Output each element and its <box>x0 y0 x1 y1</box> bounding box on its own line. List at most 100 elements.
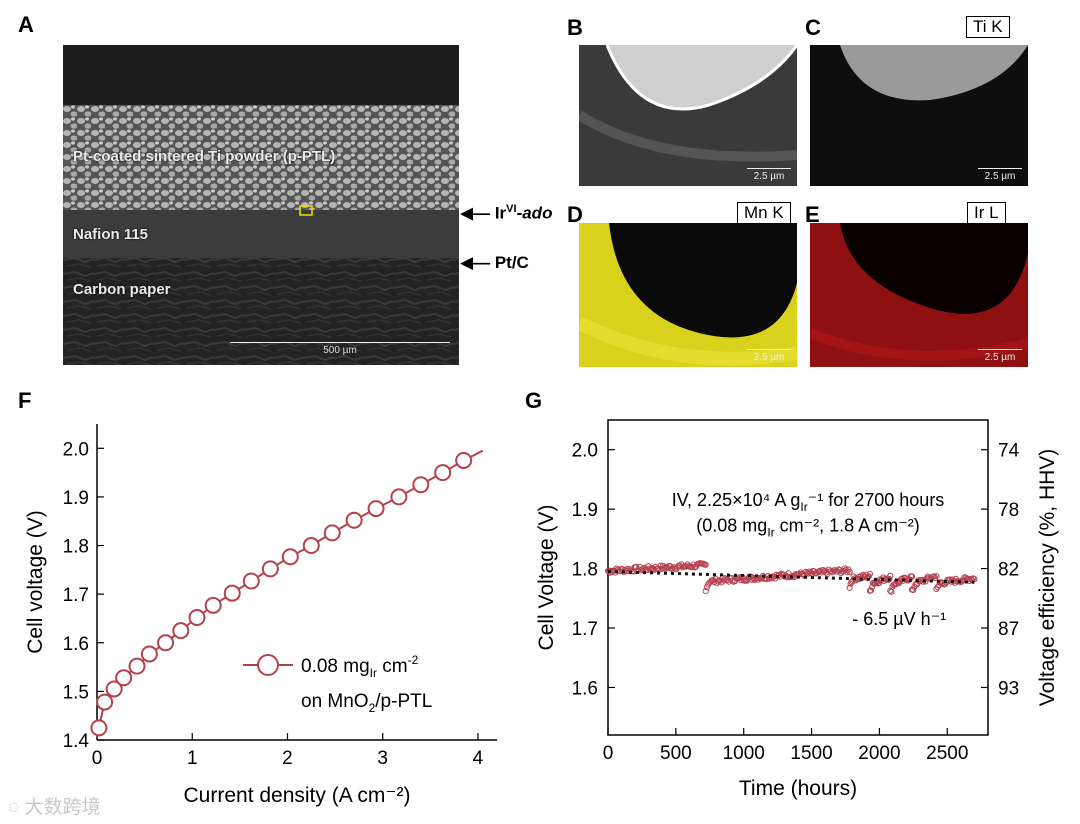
y-tick-label: 1.5 <box>63 682 89 703</box>
panel-c-image: 2.5 µm <box>810 45 1028 186</box>
chart-f-axes: 0 1 2 3 4 1.4 1.5 1.6 1.7 1.8 1.9 2.0 <box>63 424 497 769</box>
panel-b-texture <box>579 45 797 186</box>
panel-a-sem-image <box>63 45 459 365</box>
scalebar-line <box>978 349 1022 350</box>
arrow-label-ir: ◀— IrVI-ado <box>460 203 552 224</box>
y-tick-label: 1.7 <box>63 585 89 606</box>
data-point <box>846 568 853 575</box>
sem-label-nafion: Nafion 115 <box>73 226 149 243</box>
chart-g-ylabel: Cell Voltage (V) <box>535 505 558 651</box>
data-point <box>886 575 893 583</box>
panel-g-letter: G <box>525 388 543 413</box>
data-point <box>105 680 123 698</box>
scalebar-label: 2.5 µm <box>753 352 785 363</box>
data-point <box>866 570 873 577</box>
panel-c-tag: Ti K <box>966 16 1010 38</box>
x-tick-label: 1000 <box>723 743 765 764</box>
data-point <box>157 634 175 652</box>
right-tick-label: 93 <box>998 678 1019 699</box>
data-point <box>367 500 385 518</box>
data-point <box>281 548 299 566</box>
chart-f-ylabel: Cell voltage (V) <box>24 510 47 654</box>
x-tick-label: 1500 <box>790 743 832 764</box>
data-point <box>323 524 341 542</box>
ir-ado: -ado <box>516 203 553 223</box>
y-tick-label: 2.0 <box>63 439 89 460</box>
y-tick-label: 1.9 <box>572 500 598 521</box>
panel-d-letter: D <box>567 202 583 227</box>
polarization-chart: 0 1 2 3 4 1.4 1.5 1.6 1.7 1.8 1.9 2.0 Current densi… <box>24 424 497 807</box>
data-point <box>140 645 158 663</box>
scalebar-label: 2.5 µm <box>984 171 1016 182</box>
data-point <box>345 511 363 529</box>
data-point <box>967 575 974 582</box>
data-point <box>172 622 190 640</box>
y-tick-label: 1.4 <box>63 731 90 752</box>
panel-b-scalebar: 2.5 µm <box>747 168 791 182</box>
data-point <box>302 537 320 555</box>
data-point <box>933 573 940 580</box>
scalebar-line <box>978 168 1022 169</box>
data-point <box>888 588 895 595</box>
scalebar-line <box>747 168 791 169</box>
ptc-text: Pt/C <box>494 253 529 272</box>
x-tick-label: 1 <box>187 748 198 769</box>
scalebar-line <box>747 349 791 350</box>
arrow-label-ptc: ◀— Pt/C <box>460 253 529 273</box>
y-tick-label: 1.8 <box>63 537 89 558</box>
right-tick-label: 74 <box>998 441 1020 462</box>
chart-g-slope-label: - 6.5 µV h⁻¹ <box>852 609 946 629</box>
panel-f-letter: F <box>18 388 32 413</box>
panel-a-sem-texture <box>63 45 459 365</box>
right-tick-label: 78 <box>998 500 1019 521</box>
data-point <box>261 560 279 578</box>
data-point <box>434 464 452 482</box>
panel-b-image: 2.5 µm <box>579 45 797 186</box>
scalebar-line <box>230 342 450 343</box>
panel-d-image: 2.5 µm <box>579 223 797 367</box>
data-point <box>702 561 709 568</box>
data-point <box>922 578 929 585</box>
chart-g-axes: 0 500 1000 1500 2000 2500 1.6 1.7 1.8 1.9 2.0 74 78 8… <box>572 419 1020 764</box>
durability-chart: 0 500 1000 1500 2000 2500 1.6 1.7 1.8 1.9 2.0 74 78 8… <box>535 419 1059 800</box>
data-point <box>412 476 430 494</box>
watermark-text: 大数跨境 <box>24 797 101 818</box>
data-point <box>702 588 709 595</box>
chart-g-trendline <box>607 570 975 584</box>
data-point <box>188 608 206 626</box>
x-tick-label: 4 <box>473 748 484 769</box>
data-point <box>930 573 938 580</box>
data-point <box>867 587 874 594</box>
ir-sup: VI <box>506 203 517 215</box>
data-point <box>96 693 114 711</box>
y-tick-label: 1.7 <box>572 619 598 640</box>
plot-frame <box>607 419 989 736</box>
right-tick-label: 87 <box>998 619 1019 640</box>
x-tick-label: 2500 <box>926 743 968 764</box>
chart-f-legend: 0.08 mgIr cm-2 on MnO2/p-PTL <box>243 653 432 715</box>
data-point <box>714 578 721 585</box>
panel-d-texture <box>579 223 797 367</box>
data-point <box>455 451 473 469</box>
arrow-icon: ◀— <box>460 203 491 223</box>
data-point <box>242 572 260 590</box>
data-point <box>115 669 133 687</box>
chart-g-annotation1: IV, 2.25×10⁴ A gIr⁻¹ for 2700 hours <box>672 490 945 514</box>
y-tick-label: 1.8 <box>572 560 598 581</box>
sem-label-carbon: Carbon paper <box>73 281 171 298</box>
x-tick-label: 2 <box>282 748 293 769</box>
scalebar-label: 2.5 µm <box>984 352 1016 363</box>
data-point <box>128 657 146 675</box>
chart-f-points <box>90 451 473 737</box>
legend-line1: 0.08 mgIr cm-2 <box>301 653 419 680</box>
x-tick-label: 3 <box>377 748 388 769</box>
panel-d-tag: Mn K <box>737 202 791 224</box>
scalebar-label: 500 µm <box>323 345 357 356</box>
chart-g-xlabel: Time (hours) <box>739 777 857 800</box>
panel-e-image: 2.5 µm <box>810 223 1028 367</box>
panel-d-scalebar: 2.5 µm <box>747 349 791 363</box>
panel-a-letter: A <box>18 12 34 37</box>
data-point <box>390 488 408 506</box>
x-tick-label: 0 <box>603 743 614 764</box>
panel-e-texture <box>810 223 1028 367</box>
